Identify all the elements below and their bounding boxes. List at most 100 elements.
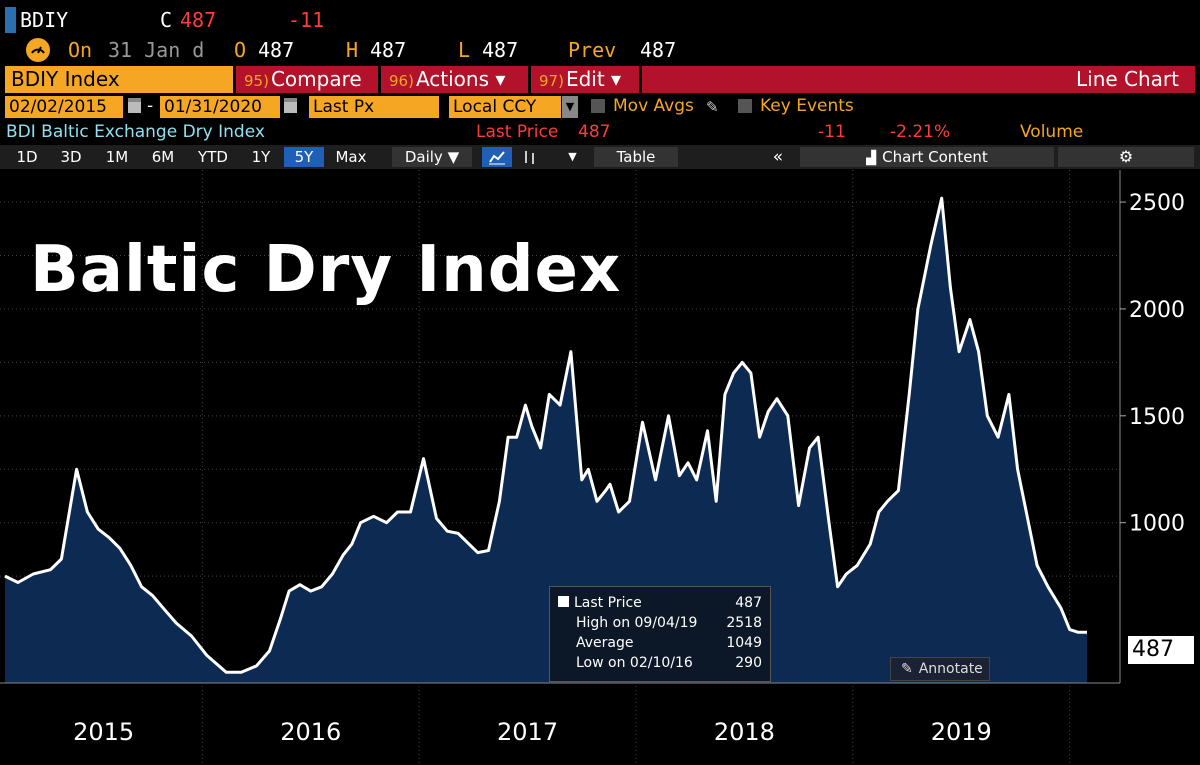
legend-high-label: High on 09/04/19 <box>576 615 698 631</box>
ticker-symbol: BDIY <box>20 8 69 32</box>
y-tick-label: 2500 <box>1129 191 1185 216</box>
x-tick-label: 2019 <box>931 718 992 746</box>
low-label: L <box>458 38 471 62</box>
x-tick-label: 2017 <box>497 718 558 746</box>
date-dash: - <box>147 96 154 116</box>
price-area-fill <box>5 198 1087 683</box>
high-label: H <box>346 38 359 62</box>
key-events-checkbox[interactable] <box>738 99 752 113</box>
edit-label: Edit ▾ <box>565 67 622 91</box>
mov-avgs-label: Mov Avgs <box>613 96 694 116</box>
chart-content-button[interactable]: ▟ Chart Content <box>800 147 1054 167</box>
frequency-select[interactable]: Daily ▼ <box>392 147 472 167</box>
pencil-icon: ✎ <box>901 661 913 677</box>
period-button-1m[interactable]: 1M <box>96 147 138 167</box>
security-field[interactable]: BDIY Index <box>5 66 233 93</box>
y-tick-label: 1500 <box>1129 405 1185 430</box>
start-date-input[interactable]: 02/02/2015 <box>5 96 123 118</box>
legend-average-row: Average 1049 <box>558 635 762 655</box>
square-icon <box>558 596 569 607</box>
chart-type-button[interactable]: Line Chart <box>642 66 1195 93</box>
high-value: 487 <box>370 38 407 62</box>
quote-bar: BDIY C 487 -11 <box>0 4 1200 36</box>
last-price-value: 487 <box>578 122 611 142</box>
chevron-down-icon[interactable]: ▼ <box>555 147 590 167</box>
volume-label: Volume <box>1020 122 1084 142</box>
actions-key: 96) <box>389 72 414 90</box>
edit-button[interactable]: 97) Edit ▾ <box>531 66 639 93</box>
legend-average-value: 1049 <box>726 635 762 651</box>
low-value: 487 <box>482 38 519 62</box>
legend-last-label: Last Price <box>574 595 642 611</box>
collapse-icon[interactable]: « <box>760 147 796 167</box>
y-tick-label: 1000 <box>1129 512 1185 537</box>
compare-key: 95) <box>244 72 269 90</box>
annotate-label: Annotate <box>918 661 983 677</box>
chevron-down-icon[interactable]: ▼ <box>562 96 578 118</box>
x-tick-label: 2018 <box>714 718 775 746</box>
function-toolbar: BDIY Index 95) Compare 96) Actions ▾ 97) Ed… <box>0 66 1200 93</box>
legend-low-value: 290 <box>735 655 762 671</box>
period-button-3d[interactable]: 3D <box>50 147 92 167</box>
compare-button[interactable]: 95) Compare <box>236 66 378 93</box>
y-tick-label: 2000 <box>1129 298 1185 323</box>
price-area <box>4 196 1087 683</box>
gear-icon[interactable]: ⚙ <box>1058 147 1194 167</box>
prev-label: Prev <box>568 38 617 62</box>
last-price-label: Last Price <box>476 122 559 142</box>
quote-date: 31 Jan d <box>108 38 205 62</box>
prev-value: 487 <box>640 38 677 62</box>
calendar-icon[interactable] <box>284 98 297 113</box>
chart-title: Baltic Dry Index <box>30 233 622 307</box>
legend-last-row: Last Price 487 <box>558 595 762 615</box>
range-controls: 02/02/2015 - 01/31/2020 Last Px Local CC… <box>0 95 1200 119</box>
gauge-icon <box>26 38 50 62</box>
period-toolbar: 1D 3D 1M 6M YTD 1Y 5Y Max Daily ▼ ▼ Table « ▟ Ch… <box>0 145 1200 169</box>
actions-label: Actions ▾ <box>415 67 506 91</box>
percent-change: -2.21% <box>890 122 951 142</box>
currency-select[interactable]: Local CCY <box>449 96 561 118</box>
period-button-ytd[interactable]: YTD <box>188 147 238 167</box>
close-label: C <box>160 8 173 32</box>
last-price-tag: 487 <box>1128 636 1194 664</box>
annotate-button[interactable]: ✎ Annotate <box>890 657 990 681</box>
x-tick-label: 2015 <box>73 718 134 746</box>
legend-high-row: High on 09/04/19 2518 <box>558 615 762 635</box>
price-line <box>4 196 1087 674</box>
series-info: BDI Baltic Exchange Dry Index Last Price… <box>0 121 1200 143</box>
bar-chart-icon[interactable] <box>515 147 545 167</box>
ohlc-bar: On 31 Jan d O 487 H 487 L 487 Prev 487 <box>0 36 1200 64</box>
legend-last-value: 487 <box>735 595 762 611</box>
edit-key: 97) <box>539 72 564 90</box>
legend-average-label: Average <box>576 635 634 651</box>
on-label: On <box>68 38 93 62</box>
line-chart-icon[interactable] <box>482 147 512 167</box>
series-name: BDI Baltic Exchange Dry Index <box>6 122 265 142</box>
field-select[interactable]: Last Px <box>309 96 439 118</box>
change-value: -11 <box>288 8 325 32</box>
table-button[interactable]: Table <box>594 147 678 167</box>
actions-button[interactable]: 96) Actions ▾ <box>381 66 528 93</box>
x-axis: 2015 2016 2017 2018 2019 <box>0 682 1120 746</box>
period-button-1y[interactable]: 1Y <box>242 147 280 167</box>
period-button-1d[interactable]: 1D <box>8 147 46 167</box>
stats-legend: Last Price 487 High on 09/04/19 2518 Avera… <box>549 586 771 682</box>
pencil-icon[interactable]: ✎ <box>706 98 719 116</box>
period-button-5y[interactable]: 5Y <box>284 147 324 167</box>
change-value: -11 <box>818 122 846 142</box>
y-axis: 1000 1500 2000 2500 <box>1119 170 1185 683</box>
ticker-marker <box>5 7 16 33</box>
chart-content-icon: ▟ <box>866 151 877 166</box>
price-chart[interactable]: 1000 1500 2000 2500 2015 2016 2017 2018 2019 <box>0 170 1200 765</box>
close-value: 487 <box>180 8 217 32</box>
end-date-input[interactable]: 01/31/2020 <box>160 96 280 118</box>
period-button-6m[interactable]: 6M <box>142 147 184 167</box>
period-button-max[interactable]: Max <box>328 147 374 167</box>
x-tick-label: 2016 <box>280 718 341 746</box>
calendar-icon[interactable] <box>128 98 141 113</box>
open-label: O <box>234 38 247 62</box>
chart-content-label: Chart Content <box>882 148 988 166</box>
mov-avgs-checkbox[interactable] <box>591 99 605 113</box>
legend-high-value: 2518 <box>726 615 762 631</box>
compare-label: Compare <box>270 67 362 91</box>
